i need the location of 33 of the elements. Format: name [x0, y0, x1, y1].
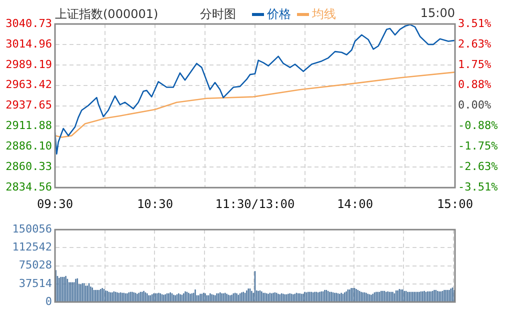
y2-tick-label: 0.88%: [458, 78, 492, 92]
x-tick-label: 11:30/13:00: [215, 196, 295, 211]
y-tick-label: 2860.33: [6, 160, 52, 174]
y-tick-label: 2911.88: [6, 119, 52, 132]
y-tick-label: 3040.73: [6, 16, 52, 30]
y-tick-label: 2886.10: [6, 140, 52, 153]
y2-tick-label: 0.00%: [458, 98, 492, 112]
x-tick-label: 09:30: [36, 196, 74, 211]
y2-tick-label: 1.75%: [458, 58, 492, 71]
y-tick-label: 75028: [18, 258, 52, 272]
x-tick-label: 14:00: [336, 196, 374, 211]
y2-tick-label: -3.51%: [458, 180, 498, 194]
y2-tick-label: 3.51%: [458, 16, 492, 30]
y-tick-label: 2989.19: [6, 58, 52, 71]
y-tick-label: 150056: [12, 222, 52, 236]
legend-label: 均线: [312, 6, 336, 23]
y-tick-label: 0: [45, 294, 52, 308]
y-tick-label: 2834.56: [6, 180, 52, 194]
y-tick-label: 2937.65: [6, 98, 52, 112]
text: 15:00: [420, 6, 455, 20]
y2-tick-label: -2.63%: [458, 160, 498, 173]
x-tick-label: 15:00: [436, 196, 474, 211]
y2-tick-label: -1.75%: [458, 139, 498, 152]
y-tick-label: 3014.96: [6, 37, 52, 50]
y-tick-label: 112542: [12, 240, 52, 254]
chart-title: 上证指数(000001): [55, 6, 158, 23]
y2-tick-label: -0.88%: [458, 119, 498, 132]
y-tick-label: 37514: [18, 276, 52, 290]
y-tick-label: 2963.42: [6, 78, 52, 92]
chart-subtitle: 分时图: [200, 6, 236, 23]
legend-label: 价格: [267, 6, 291, 23]
y2-tick-label: 2.63%: [458, 37, 492, 50]
x-tick-label: 10:30: [136, 196, 174, 211]
